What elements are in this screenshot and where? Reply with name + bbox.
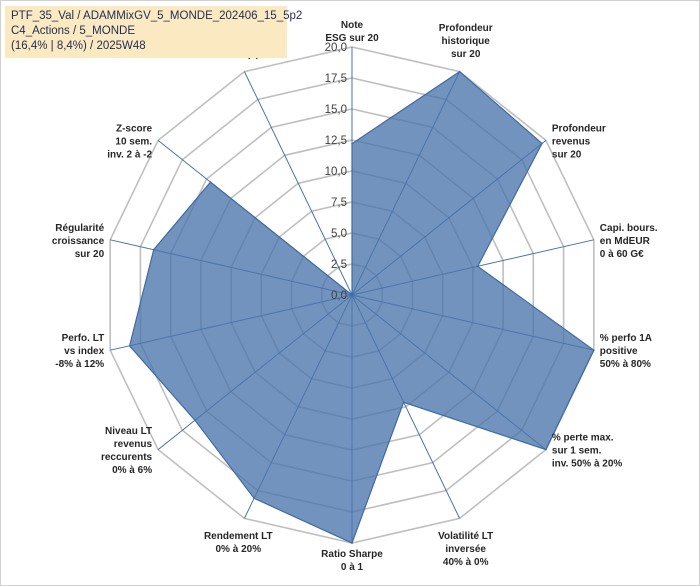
data-point-12 (209, 181, 212, 183)
title-line-3: (16,4% | 8,4%) / 2025W48 (11, 40, 146, 52)
axis-label-1: Profondeur historique sur 20 (439, 23, 493, 60)
data-point-4 (593, 349, 595, 352)
data-point-10 (128, 345, 131, 347)
data-point-1 (458, 70, 461, 73)
data-point-11 (152, 248, 155, 251)
axis-label-9: Niveau LT revenus reccurents 0% à 6% (101, 426, 153, 476)
axis-label-8-line-1: 0% à 20% (216, 544, 262, 555)
axis-label-1-line-1: historique (442, 36, 491, 47)
axis-label-6-line-0: Volatilité LT (438, 531, 493, 542)
tick-label-0: 0,0 (331, 290, 347, 302)
axis-label-4-line-0: % perfo 1A (600, 333, 652, 344)
axis-label-3: Capi. bours. en MdEUR 0 à 60 G€ (600, 223, 658, 260)
axis-label-10: Perfo. LT vs index -8% à 12% (55, 333, 104, 370)
axis-label-11-line-2: sur 20 (75, 249, 105, 260)
axis-label-5: % perte max. sur 1 sem. inv. 50% à 20% (552, 433, 623, 470)
axis-label-4-line-1: positive (600, 346, 638, 357)
axis-label-7-line-0: Ratio Sharpe (321, 549, 383, 560)
spoke-13 (243, 71, 353, 296)
tick-label-5: 12,5 (325, 135, 347, 147)
data-point-13 (351, 294, 353, 296)
data-point-9 (194, 419, 196, 422)
axis-label-12-line-2: inv. 2 à -2 (107, 149, 152, 160)
tick-label-1: 2,5 (331, 259, 347, 271)
radar-tick-labels: 0,0 2,5 5,0 7,5 10,0 12,5 15,0 17,5 20,0 (325, 42, 347, 302)
tick-label-4: 10,0 (325, 166, 347, 178)
axis-label-1-line-2: sur 20 (451, 49, 481, 60)
tick-label-6: 15,0 (325, 104, 347, 116)
tick-label-7: 17,5 (325, 73, 347, 85)
axis-label-9-line-2: reccurents (101, 452, 153, 463)
axis-label-4-line-2: 50% à 80% (600, 359, 651, 370)
axis-label-9-line-3: 0% à 6% (112, 465, 152, 476)
radar-series (128, 70, 595, 544)
axis-label-10-line-1: vs index (64, 346, 104, 357)
data-point-0 (351, 142, 353, 145)
axis-label-10-line-0: Perfo. LT (62, 333, 105, 344)
axis-label-2-line-2: sur 20 (552, 149, 582, 160)
series-area (128, 70, 595, 544)
axis-label-11: Régularité croissance sur 20 (52, 223, 105, 260)
axis-label-6-line-1: inversée (445, 544, 486, 555)
axis-label-9-line-0: Niveau LT (105, 426, 152, 437)
axis-label-6-line-2: 40% à 0% (443, 557, 489, 568)
axis-label-5-line-1: sur 1 sem. (552, 446, 602, 457)
axis-label-3-line-1: en MdEUR (600, 236, 651, 247)
data-point-7 (351, 542, 353, 544)
data-point-8 (253, 497, 255, 500)
title-line-1: PTF_35_Val / ADAMMixGV_5_MONDE_202406_15… (11, 10, 303, 22)
axis-label-2-line-1: revenus (552, 136, 591, 147)
tick-label-2: 5,0 (331, 228, 347, 240)
data-point-2 (541, 142, 543, 145)
tick-label-3: 7,5 (331, 197, 347, 209)
axis-label-6: Volatilité LT inversée 40% à 0% (438, 531, 493, 568)
axis-label-0-line-1: ESG sur 20 (325, 33, 379, 44)
axis-label-5-line-2: inv. 50% à 20% (552, 459, 623, 470)
axis-label-4: % perfo 1A positive 50% à 80% (600, 333, 652, 370)
data-point-3 (476, 265, 479, 268)
title-line-2: C4_Actions / 5_MONDE (11, 25, 135, 37)
axis-label-12-line-1: 10 sem. (115, 136, 152, 147)
axis-label-7-line-1: 0 à 1 (341, 562, 364, 573)
axis-label-2: Profondeur revenus sur 20 (552, 123, 606, 160)
axis-label-8: Rendement LT 0% à 20% (204, 531, 273, 555)
data-point-5 (545, 448, 547, 451)
axis-label-7: Ratio Sharpe 0 à 1 (321, 549, 383, 573)
axis-label-9-line-1: revenus (114, 439, 153, 450)
axis-label-8-line-0: Rendement LT (204, 531, 273, 542)
axis-label-3-line-2: 0 à 60 G€ (600, 249, 644, 260)
axis-label-1-line-0: Profondeur (439, 23, 493, 34)
axis-label-0: Note ESG sur 20 (325, 20, 379, 44)
axis-label-11-line-0: Régularité (55, 223, 104, 234)
chart-title-box: PTF_35_Val / ADAMMixGV_5_MONDE_202406_15… (5, 6, 303, 58)
data-point-6 (402, 401, 405, 404)
axis-label-12: Z-score 10 sem. inv. 2 à -2 (107, 123, 152, 160)
axis-label-11-line-1: croissance (52, 236, 105, 247)
axis-label-10-line-2: -8% à 12% (55, 359, 104, 370)
axis-label-5-line-0: % perte max. (552, 433, 614, 444)
axis-label-2-line-0: Profondeur (552, 123, 606, 134)
axis-label-3-line-0: Capi. bours. (600, 223, 658, 234)
axis-label-12-line-0: Z-score (116, 123, 153, 134)
tick-label-8: 20,0 (325, 42, 347, 54)
axis-label-0-line-0: Note (341, 20, 364, 31)
